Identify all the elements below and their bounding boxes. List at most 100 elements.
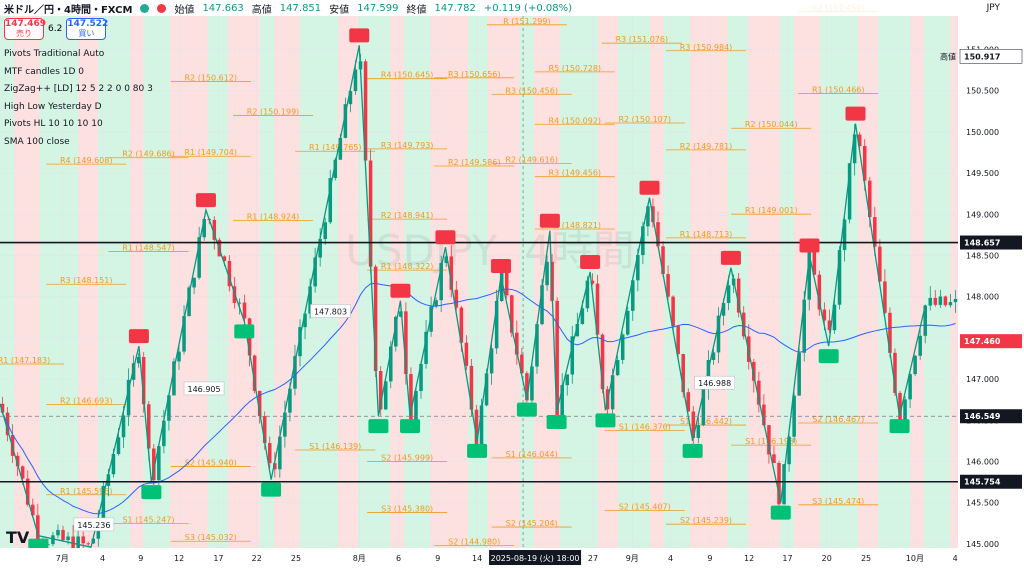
tradingview-logo-icon[interactable]: TV: [6, 528, 30, 547]
time-axis: 7月 4 9 12 17 22 25 8月 6 9 14 27 9月 4 9 12 17 20 25 10月 4 2025…: [0, 548, 1024, 568]
candle-body: [646, 206, 650, 227]
pivot-label: R3 (150.456): [505, 86, 558, 95]
indicator-list: Pivots Traditional Auto MTF candles 1D 0…: [4, 46, 153, 151]
candle-body: [686, 392, 691, 412]
cursor-time-label: 2025-08-19 (火) 18:00: [491, 554, 580, 563]
high-label: 高値: [251, 4, 272, 16]
cursor-time-box: [489, 550, 582, 565]
time-tick: 12: [744, 554, 754, 563]
price-marker: [960, 409, 1022, 424]
indicator-item[interactable]: High Low Yesterday D: [4, 101, 102, 112]
swing-low-marker: [261, 482, 282, 497]
indicator-item[interactable]: ZigZag++ [LD] 12 5 2 2 0 0 80 3: [4, 84, 153, 94]
candle-body: [464, 342, 469, 366]
candle-body: [767, 425, 771, 455]
swing-high-marker: [639, 180, 660, 195]
pivot-label: S2 (145.999): [381, 454, 433, 463]
session-band: [144, 16, 170, 548]
low-value: 147.599: [357, 2, 399, 14]
swing-high-marker: [580, 254, 601, 269]
candle-body: [353, 69, 358, 92]
pivot-label: R1 (149.001): [745, 206, 798, 215]
swing-low-marker: [889, 419, 910, 434]
candle-body: [923, 305, 927, 336]
candle-body: [399, 311, 403, 317]
pivot-label: R1 (149.765): [309, 143, 362, 152]
price-marker-label: 147.460: [964, 337, 1001, 346]
pivot-label: S2 (145.239): [680, 516, 732, 525]
zigzag-line: [0, 45, 927, 548]
time-tick: 9月: [626, 554, 639, 563]
pivot-label: R2 (149.586): [448, 158, 501, 167]
candle-body: [409, 374, 413, 422]
candle-body: [903, 399, 907, 420]
candle-body: [25, 478, 30, 505]
candle-body: [31, 504, 35, 516]
candle-body: [862, 146, 867, 181]
candle-body: [91, 538, 96, 544]
price-tick: 150.000: [966, 128, 999, 137]
session-band: [780, 16, 794, 548]
indicator-item[interactable]: SMA 100 close: [4, 136, 70, 147]
candle-body: [595, 283, 600, 335]
price-tick: 145.000: [966, 540, 999, 549]
buy-price: 147.522: [67, 19, 109, 29]
candle-body: [631, 280, 635, 311]
session-band: [228, 16, 260, 548]
pivot-label: S1 (146.442): [680, 417, 732, 426]
candle-body: [530, 366, 534, 401]
candle-body: [86, 543, 91, 545]
candle-body: [66, 536, 70, 541]
swing-low-marker: [141, 485, 162, 500]
swing-high-marker: [349, 28, 370, 43]
candle-body: [182, 316, 186, 352]
candle-body: [192, 277, 196, 288]
candle-body: [136, 356, 141, 364]
candle-body: [832, 304, 837, 331]
high-value: 147.851: [279, 2, 322, 14]
candle-body: [424, 331, 428, 364]
value-labels: 147.803 146.905 145.236 146.988: [73, 304, 735, 532]
sell-button[interactable]: 147.469 売り: [4, 18, 46, 40]
swing-low-marker: [516, 402, 537, 417]
price-tick: 148.500: [966, 251, 999, 260]
spread-value: 6.2: [48, 24, 63, 34]
value-label: 145.236: [77, 521, 110, 530]
candle-body: [842, 219, 847, 251]
candle-body: [641, 226, 645, 256]
session-band: [404, 16, 430, 548]
candle-body: [736, 278, 741, 313]
candle-body: [449, 256, 454, 290]
candle-body: [419, 363, 423, 391]
candle-body: [847, 163, 852, 220]
symbol-title[interactable]: 米ドル／円・4時間・FXCM: [4, 4, 133, 16]
candle-body: [565, 374, 570, 386]
pivot-label: R3 (150.656): [448, 70, 501, 79]
candle-body: [242, 302, 247, 319]
indicator-item[interactable]: Pivots HL 10 10 10 10: [4, 119, 103, 129]
value-label-box: [310, 304, 351, 318]
candle-body: [283, 412, 287, 437]
candle-body: [439, 263, 443, 301]
pivot-label: R2 (150.612): [185, 73, 238, 82]
price-tick: 149.000: [966, 210, 999, 219]
time-tick: 4: [953, 554, 958, 563]
candle-body: [0, 403, 5, 413]
swing-high-marker: [435, 230, 456, 245]
close-value: 147.782: [434, 2, 476, 14]
pivot-label: R2 (150.107): [618, 115, 671, 124]
session-band: [300, 16, 338, 548]
candle-body: [172, 361, 176, 396]
buy-button[interactable]: 147.522 買い: [66, 18, 109, 40]
candle-body: [459, 307, 464, 343]
candle-body: [802, 299, 806, 353]
candle-body: [257, 390, 262, 417]
candle-body: [812, 248, 817, 275]
swing-high-marker: [491, 259, 512, 274]
time-tick: 12: [174, 554, 184, 563]
indicator-item[interactable]: Pivots Traditional Auto: [4, 49, 105, 59]
pivot-label: R4 (150.645): [381, 71, 434, 80]
time-tick: 9: [138, 554, 143, 563]
indicator-item[interactable]: MTF candles 1D 0: [4, 66, 85, 77]
